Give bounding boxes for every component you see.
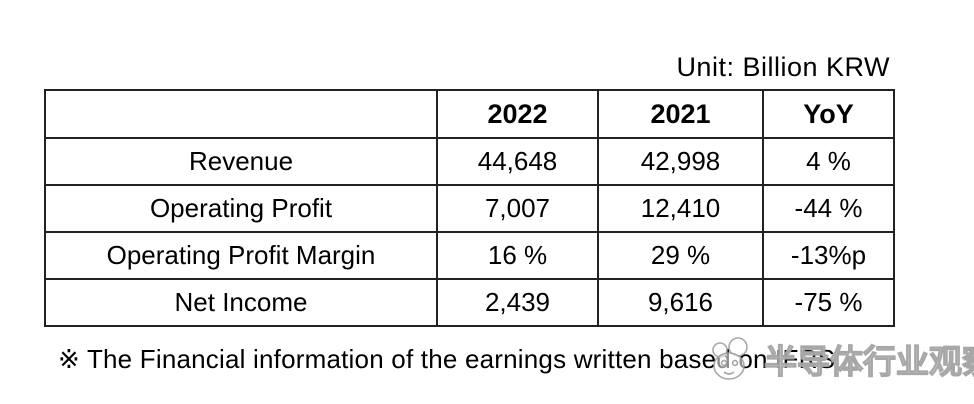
table-row: Operating Profit 7,007 12,410 -44 % [44,184,895,233]
header-2021: 2021 [597,89,764,139]
operating-profit-yoy: -44 % [762,184,895,233]
row-label-operating-profit: Operating Profit [44,184,438,233]
net-income-2021: 9,616 [597,278,764,327]
operating-profit-margin-2022: 16 % [436,231,599,280]
header-empty-cell [44,89,438,139]
revenue-yoy: 4 % [762,137,895,186]
operating-profit-margin-yoy: -13%p [762,231,895,280]
operating-profit-margin-2021: 29 % [597,231,764,280]
financial-table: 2022 2021 YoY Revenue 44,648 42,998 4 % … [44,89,895,327]
header-yoy: YoY [762,89,895,139]
net-income-yoy: -75 % [762,278,895,327]
table-row: Operating Profit Margin 16 % 29 % -13%p [44,231,895,280]
table-header-row: 2022 2021 YoY [44,89,895,139]
revenue-2021: 42,998 [597,137,764,186]
row-label-operating-profit-margin: Operating Profit Margin [44,231,438,280]
operating-profit-2022: 7,007 [436,184,599,233]
row-label-revenue: Revenue [44,137,438,186]
revenue-2022: 44,648 [436,137,599,186]
table-row: Revenue 44,648 42,998 4 % [44,137,895,186]
table-row: Net Income 2,439 9,616 -75 % [44,278,895,327]
net-income-2022: 2,439 [436,278,599,327]
operating-profit-2021: 12,410 [597,184,764,233]
unit-label: Unit: Billion KRW [676,52,890,82]
row-label-net-income: Net Income [44,278,438,327]
header-2022: 2022 [436,89,599,139]
footnote-text: ※ The Financial information of the earni… [58,344,836,374]
